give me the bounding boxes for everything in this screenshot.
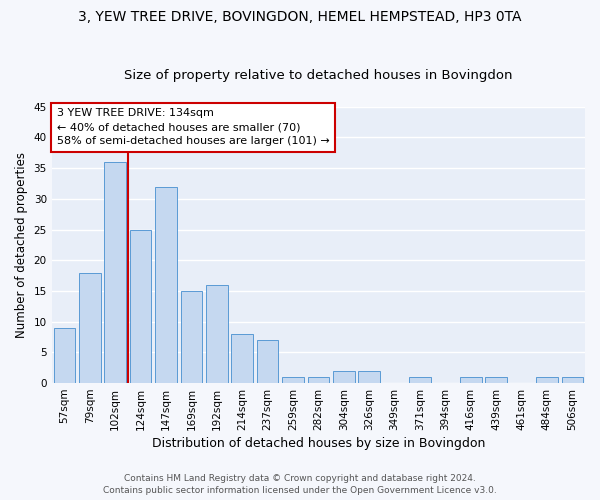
Bar bbox=[155, 186, 177, 383]
Bar bbox=[104, 162, 126, 383]
Bar bbox=[232, 334, 253, 383]
Y-axis label: Number of detached properties: Number of detached properties bbox=[15, 152, 28, 338]
Bar bbox=[181, 291, 202, 383]
Bar bbox=[79, 272, 101, 383]
Bar bbox=[282, 377, 304, 383]
Bar bbox=[358, 371, 380, 383]
Text: Contains HM Land Registry data © Crown copyright and database right 2024.
Contai: Contains HM Land Registry data © Crown c… bbox=[103, 474, 497, 495]
Bar bbox=[53, 328, 75, 383]
Bar bbox=[333, 371, 355, 383]
Bar bbox=[206, 285, 227, 383]
Title: Size of property relative to detached houses in Bovingdon: Size of property relative to detached ho… bbox=[124, 69, 512, 82]
Bar bbox=[130, 230, 151, 383]
Bar bbox=[485, 377, 507, 383]
Bar bbox=[460, 377, 482, 383]
Bar bbox=[257, 340, 278, 383]
Bar bbox=[409, 377, 431, 383]
Text: 3 YEW TREE DRIVE: 134sqm
← 40% of detached houses are smaller (70)
58% of semi-d: 3 YEW TREE DRIVE: 134sqm ← 40% of detach… bbox=[57, 108, 330, 146]
X-axis label: Distribution of detached houses by size in Bovingdon: Distribution of detached houses by size … bbox=[152, 437, 485, 450]
Bar bbox=[308, 377, 329, 383]
Bar bbox=[562, 377, 583, 383]
Bar bbox=[536, 377, 557, 383]
Text: 3, YEW TREE DRIVE, BOVINGDON, HEMEL HEMPSTEAD, HP3 0TA: 3, YEW TREE DRIVE, BOVINGDON, HEMEL HEMP… bbox=[78, 10, 522, 24]
